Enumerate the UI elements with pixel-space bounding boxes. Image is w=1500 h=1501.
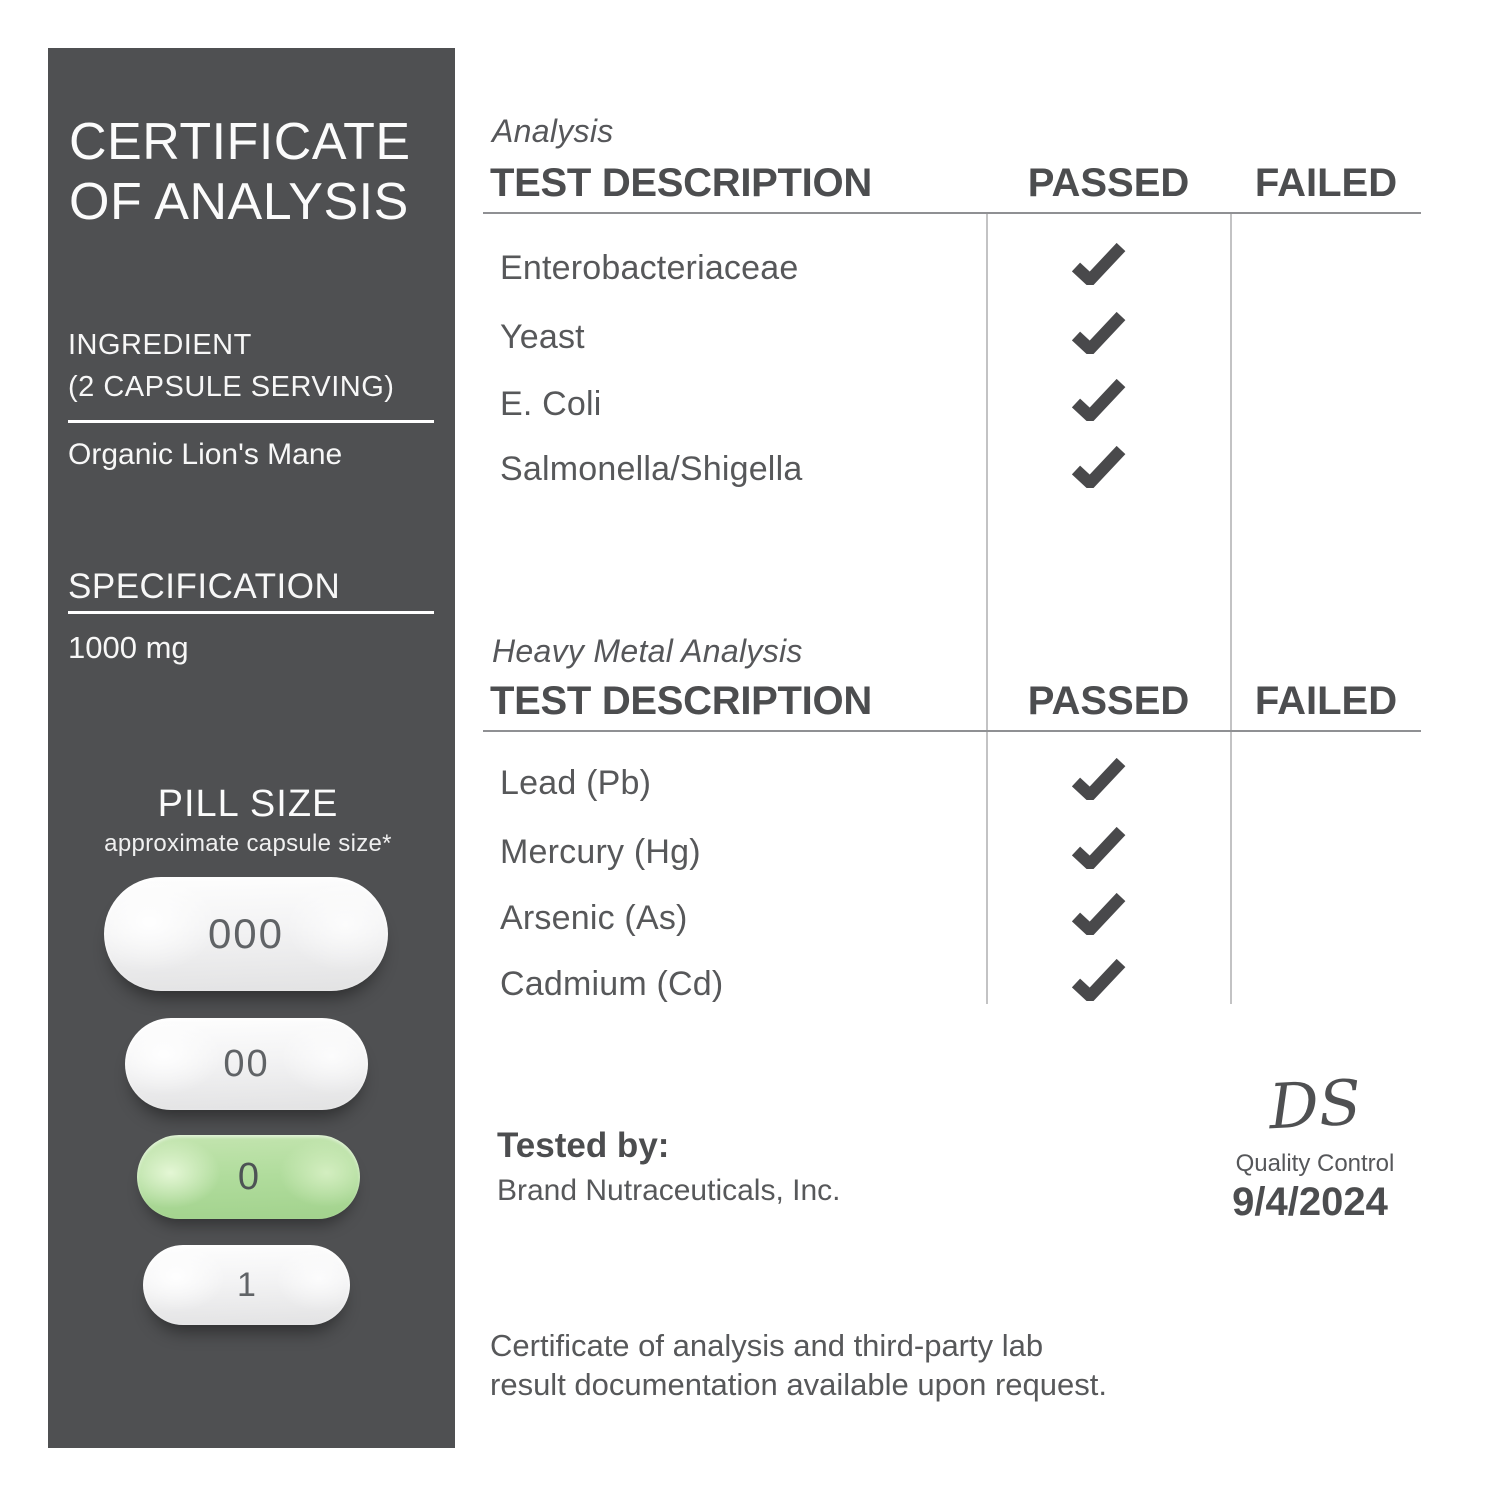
tested-by-label: Tested by: [497,1126,670,1165]
table-row: Salmonella/Shigella [500,450,803,488]
analysis-col-test-description: TEST DESCRIPTION [490,161,872,205]
pill-size-0-highlighted: 0 [137,1135,360,1219]
table-row: Enterobacteriaceae [500,249,799,287]
ingredient-label: INGREDIENT (2 CAPSULE SERVING) [68,324,394,408]
specification-label: SPECIFICATION [68,567,341,606]
heavy-metal-col-failed: FAILED [1254,679,1398,723]
check-icon [1072,243,1126,285]
analysis-table-caption: Analysis [492,113,614,149]
check-icon [1072,379,1126,421]
heavy-metal-table-caption: Heavy Metal Analysis [492,633,803,669]
table-row: Arsenic (As) [500,899,688,937]
signature-role: Quality Control [1235,1150,1395,1177]
pill-size-00-label: 00 [223,1042,270,1085]
specification-value: 1000 mg [68,630,189,665]
certificate-sidebar: CERTIFICATE OF ANALYSIS INGREDIENT (2 CA… [48,48,455,1448]
pill-size-1-label: 1 [237,1265,256,1304]
ingredient-label-line2: (2 CAPSULE SERVING) [68,371,395,403]
check-icon [1072,758,1126,800]
signature-initials: DS [1267,1065,1363,1144]
footer-note-line2: result documentation available upon requ… [490,1367,1107,1402]
analysis-header-rule [483,212,1421,214]
certificate-title-line2: OF ANALYSIS [69,173,409,231]
check-icon [1072,312,1126,354]
certificate-title-line1: CERTIFICATE [69,113,411,171]
analysis-col-passed: PASSED [1027,161,1190,205]
heavy-metal-header-rule [483,730,1421,732]
footer-note-line1: Certificate of analysis and third-party … [490,1328,1044,1363]
analysis-col-failed: FAILED [1254,161,1398,205]
ingredient-label-line1: INGREDIENT [68,329,252,361]
pill-size-1: 1 [143,1245,350,1325]
failed-column-left-rule [1230,213,1232,1004]
passed-column-left-rule [986,213,988,1004]
ingredient-underline [68,420,434,423]
pill-size-0-label: 0 [237,1155,260,1198]
table-row: E. Coli [500,385,602,423]
heavy-metal-col-test-description: TEST DESCRIPTION [490,679,872,723]
table-row: Mercury (Hg) [500,833,701,871]
check-icon [1072,827,1126,869]
pill-size-000-label: 000 [207,910,285,957]
check-icon [1072,959,1126,1001]
pill-size-000: 000 [104,877,388,991]
check-icon [1072,446,1126,488]
table-row: Lead (Pb) [500,764,652,802]
signature-date: 9/4/2024 [1232,1180,1388,1224]
pill-size-subtitle: approximate capsule size* [104,830,392,857]
table-row: Cadmium (Cd) [500,965,724,1003]
heavy-metal-col-passed: PASSED [1027,679,1190,723]
pill-size-00: 00 [125,1018,368,1110]
pill-size-title: PILL SIZE [157,783,339,825]
specification-underline [68,611,434,614]
ingredient-value: Organic Lion's Mane [68,438,343,471]
check-icon [1072,893,1126,935]
table-row: Yeast [500,318,585,356]
certificate-title: CERTIFICATE OF ANALYSIS [69,112,449,232]
tested-by-value: Brand Nutraceuticals, Inc. [497,1174,841,1207]
footer-note: Certificate of analysis and third-party … [490,1326,1107,1404]
